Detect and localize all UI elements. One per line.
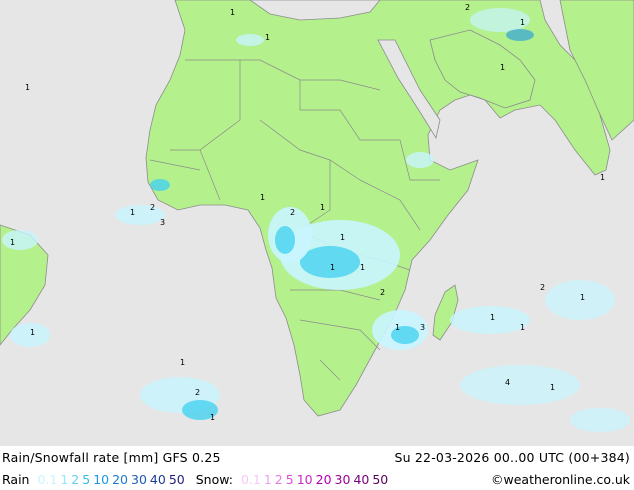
snow-scale-value-1: 1 [263,472,272,487]
rain-label: Rain [2,472,30,487]
weather-map: 1 1 2 1 3 1 2 1 1 1 1 2 1 3 1 1 2 1 4 1 1 2 1 1 1 1 2 1 1 1 [0,0,634,446]
cell-value-label: 1 [395,323,400,332]
cell-value-label: 3 [160,218,165,227]
cell-value-label: 2 [150,203,155,212]
snow-scale-value-5: 20 [315,472,332,487]
footer-title-row: Rain/Snowfall rate [mm] GFS 0.25 Su 22-0… [0,446,634,468]
cell-value-label: 1 [265,33,270,42]
snow-scale-value-0: 0.1 [240,472,261,487]
cell-value-label: 1 [230,8,235,17]
cell-value-label: 1 [30,328,35,337]
snow-scale-value-6: 30 [334,472,351,487]
rain-scale-value-4: 10 [93,472,110,487]
land-africa [145,0,611,417]
cell-value-label: 1 [520,18,525,27]
cell-value-label: 1 [260,193,265,202]
rain-scale-value-1: 1 [60,472,69,487]
snow-scale: 0.1 1 2 5 10 20 30 40 50 [241,472,391,487]
rain-scale-value-5: 20 [112,472,129,487]
map-title: Rain/Snowfall rate [mm] GFS 0.25 [2,450,221,465]
cell-value-label: 1 [580,293,585,302]
cell-number-layer: 1 1 2 1 3 1 2 1 1 1 1 2 1 3 1 1 2 1 4 1 1 2 1 1 1 1 2 1 1 1 [10,3,605,422]
cell-value-label: 1 [130,208,135,217]
land-madagascar [432,284,459,341]
land-arabia [429,29,536,109]
cell-value-label: 1 [25,83,30,92]
snow-scale-value-3: 5 [285,472,294,487]
cell-value-label: 1 [10,238,15,247]
rain-scale: 0.1 1 2 5 10 20 30 40 50 [37,472,187,487]
rain-scale-value-3: 5 [82,472,91,487]
cell-value-label: 3 [420,323,425,332]
cell-value-label: 1 [490,313,495,322]
cell-value-label: 2 [380,288,385,297]
map-datetime: Su 22-03-2026 00..00 UTC (00+384) [394,450,630,465]
snow-scale-value-8: 50 [372,472,389,487]
snow-scale-value-4: 10 [296,472,313,487]
cell-value-label: 1 [180,358,185,367]
cell-value-label: 1 [360,263,365,272]
cell-value-label: 1 [500,63,505,72]
cell-value-label: 1 [600,173,605,182]
rain-patches [2,8,630,432]
rain-scale-value-6: 30 [131,472,147,487]
land-india [559,0,634,141]
cell-value-label: 2 [540,283,545,292]
rain-scale-value-0: 0.1 [37,472,58,487]
mediterranean [249,0,381,21]
rain-scale-value-7: 40 [149,472,166,487]
credit-link[interactable]: ©weatheronline.co.uk [491,472,630,487]
rain-scale-value-2: 2 [71,472,80,487]
cell-value-label: 1 [330,263,335,272]
legend: Rain 0.1 1 2 5 10 20 30 40 50 Snow: 0.1 1 2 5 10 20 30… [2,472,395,487]
rain-scale-value-8: 50 [168,472,185,487]
cell-value-label: 1 [320,203,325,212]
red-sea [377,39,441,140]
cell-value-label: 1 [550,383,555,392]
map-canvas: 1 1 2 1 3 1 2 1 1 1 1 2 1 3 1 1 2 1 4 1 1 2 1 1 1 1 2 1 1 1 [0,0,634,432]
snow-scale-value-2: 2 [274,472,283,487]
cell-value-label: 2 [290,208,295,217]
cell-value-label: 1 [520,323,525,332]
footer-legend-row: Rain 0.1 1 2 5 10 20 30 40 50 Snow: 0.1 1 2 5 10 20 30… [0,468,634,490]
cell-value-label: 2 [195,388,200,397]
snow-label: Snow: [195,472,233,487]
snow-scale-value-7: 40 [353,472,370,487]
cell-value-label: 2 [465,3,470,12]
cell-value-label: 1 [210,413,215,422]
cell-value-label: 4 [505,378,510,387]
cell-value-label: 1 [340,233,345,242]
